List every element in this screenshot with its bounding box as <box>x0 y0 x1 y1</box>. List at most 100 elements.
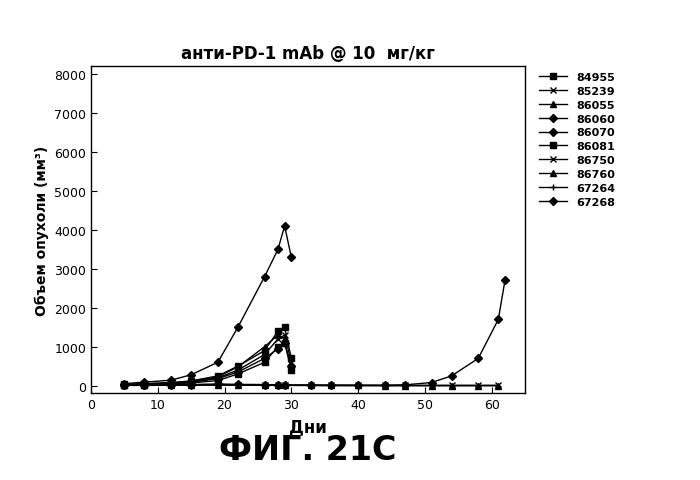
86055 <box>260 344 269 350</box>
85239 <box>274 336 282 342</box>
84955 <box>187 378 195 384</box>
85239 <box>214 375 222 381</box>
67264 <box>427 383 435 389</box>
Line: 67264: 67264 <box>122 383 501 388</box>
86760 <box>327 383 335 388</box>
86750 <box>140 383 148 388</box>
67268 <box>167 382 175 388</box>
Line: 86060: 86060 <box>122 340 294 388</box>
86750 <box>307 383 316 388</box>
67268 <box>281 382 289 388</box>
84955 <box>281 324 289 330</box>
67264 <box>234 383 242 388</box>
86070 <box>187 372 195 378</box>
86060 <box>274 346 282 352</box>
67268 <box>214 382 222 387</box>
67264 <box>474 383 482 389</box>
86070 <box>167 377 175 383</box>
Legend: 84955, 85239, 86055, 86060, 86070, 86081, 86750, 86760, 67264, 67268: 84955, 85239, 86055, 86060, 86070, 86081… <box>539 73 615 207</box>
86750 <box>260 382 269 388</box>
67268 <box>427 380 435 385</box>
86760 <box>381 383 389 389</box>
86750 <box>167 382 175 388</box>
86070 <box>120 381 129 387</box>
67268 <box>260 382 269 388</box>
86081 <box>287 367 295 373</box>
86060 <box>140 382 148 388</box>
86750 <box>400 383 409 388</box>
86750 <box>187 382 195 388</box>
86750 <box>447 383 456 388</box>
86750 <box>214 382 222 387</box>
67264 <box>274 383 282 388</box>
86760 <box>354 383 363 388</box>
Line: 85239: 85239 <box>122 333 294 388</box>
67268 <box>274 382 282 388</box>
86055 <box>281 336 289 342</box>
84955 <box>167 380 175 385</box>
86750 <box>234 382 242 388</box>
Text: ФИГ. 21C: ФИГ. 21C <box>219 432 397 466</box>
X-axis label: Дни: Дни <box>289 417 327 435</box>
86060 <box>187 380 195 385</box>
Y-axis label: Объем опухоли (мм³): Объем опухоли (мм³) <box>34 145 48 315</box>
67268 <box>381 383 389 388</box>
86750 <box>474 383 482 388</box>
86070 <box>214 360 222 365</box>
86070 <box>281 224 289 229</box>
86760 <box>187 382 195 388</box>
86760 <box>167 382 175 388</box>
Line: 84955: 84955 <box>122 325 294 387</box>
67268 <box>120 383 129 388</box>
86055 <box>274 333 282 338</box>
84955 <box>140 381 148 387</box>
86070 <box>140 380 148 385</box>
86750 <box>494 383 503 388</box>
67268 <box>400 382 409 388</box>
86750 <box>281 383 289 388</box>
85239 <box>260 352 269 358</box>
86760 <box>427 383 435 389</box>
67268 <box>327 383 335 388</box>
67268 <box>500 278 509 284</box>
86070 <box>287 255 295 261</box>
86081 <box>120 382 129 388</box>
85239 <box>281 333 289 338</box>
86055 <box>140 381 148 387</box>
84955 <box>214 373 222 379</box>
86760 <box>400 383 409 389</box>
86750 <box>120 383 129 388</box>
86055 <box>214 374 222 380</box>
84955 <box>274 328 282 334</box>
67264 <box>494 383 503 389</box>
86070 <box>274 247 282 252</box>
85239 <box>140 382 148 387</box>
86070 <box>234 324 242 330</box>
Line: 67268: 67268 <box>122 278 507 388</box>
86060 <box>281 340 289 346</box>
67264 <box>354 383 363 389</box>
67264 <box>447 383 456 389</box>
86760 <box>140 383 148 388</box>
67264 <box>260 383 269 388</box>
Line: 86055: 86055 <box>122 333 288 388</box>
86081 <box>234 372 242 377</box>
67264 <box>381 383 389 389</box>
86760 <box>307 383 316 388</box>
86760 <box>260 382 269 388</box>
86750 <box>327 383 335 388</box>
86081 <box>214 378 222 384</box>
67264 <box>187 383 195 388</box>
86760 <box>120 383 129 388</box>
67268 <box>187 382 195 388</box>
67268 <box>234 382 242 387</box>
86760 <box>281 383 289 388</box>
67268 <box>354 383 363 388</box>
86750 <box>354 383 363 388</box>
67264 <box>281 383 289 388</box>
67264 <box>327 383 335 389</box>
86081 <box>274 344 282 350</box>
86055 <box>187 379 195 384</box>
86060 <box>120 383 129 388</box>
86081 <box>140 382 148 388</box>
